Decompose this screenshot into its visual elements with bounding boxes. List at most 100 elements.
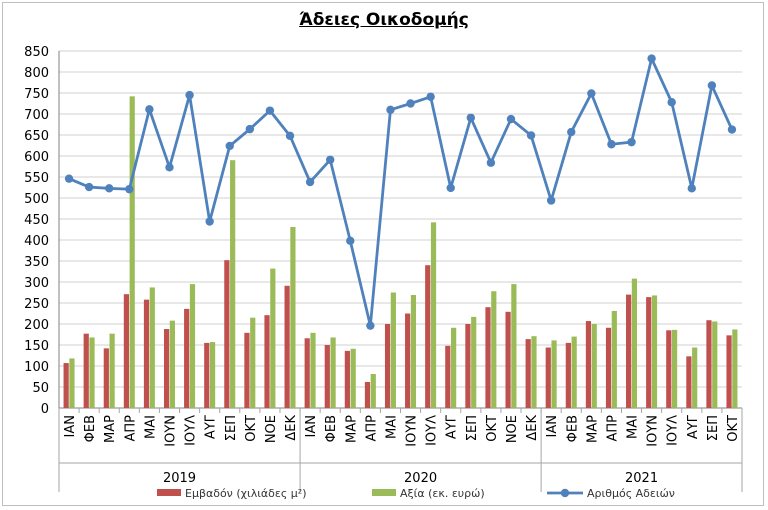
bar-area [545, 347, 551, 408]
bar-value [451, 327, 457, 408]
count-point [426, 92, 435, 101]
bar-value [571, 336, 577, 408]
x-tick-label: ΣΕΠ [465, 415, 480, 441]
bar-value [631, 278, 638, 408]
y-tick-label: 500 [24, 192, 49, 207]
bar-area [706, 320, 712, 408]
bar-area [163, 329, 170, 408]
count-point [346, 236, 355, 246]
x-tick-label: ΙΟΥΛ [184, 415, 199, 446]
x-tick-label: ΟΚΤ [244, 415, 259, 442]
y-tick-label: 650 [24, 129, 49, 144]
year-label: 2019 [163, 471, 196, 486]
x-tick-label: ΝΟΕ [505, 415, 520, 443]
count-series-line [68, 57, 734, 328]
y-tick-label: 850 [24, 45, 49, 60]
bar-value [350, 348, 356, 408]
bar-area [364, 381, 371, 408]
bars [63, 96, 738, 409]
bar-area [304, 338, 310, 408]
count-point [125, 184, 134, 194]
bar-value [149, 287, 155, 408]
y-tick-label: 550 [24, 171, 49, 186]
bar-value [370, 373, 376, 408]
chart-title: Άδειες Οικοδομής [299, 10, 469, 30]
count-point [185, 90, 194, 100]
bar-value [230, 160, 236, 408]
y-axis-ticks: 0 50 100 150 200 250 300 350 400 450 500 550 600 650 7… [24, 45, 49, 417]
legend-label: Αξία (εκ. ευρώ) [400, 487, 485, 500]
bar-area [425, 265, 431, 408]
bar-area [123, 294, 130, 408]
x-tick-label: ΜΑΙ [626, 415, 641, 439]
bar-value [390, 292, 396, 408]
y-tick-label: 450 [24, 213, 49, 228]
bar-value [471, 316, 477, 408]
x-tick-label: ΑΥΓ [204, 414, 219, 439]
count-point [627, 137, 636, 147]
legend-marker [560, 488, 570, 498]
count-point [64, 174, 74, 183]
count-point [225, 141, 234, 151]
legend-swatch [157, 489, 181, 496]
x-tick-label: ΜΑΡ [585, 415, 600, 443]
bar-value [69, 358, 75, 408]
x-tick-label: ΣΕΠ [224, 415, 239, 441]
legend-swatch [372, 489, 396, 496]
x-tick-label: ΑΠΡ [605, 415, 620, 442]
bar-area [585, 321, 592, 408]
count-point [607, 140, 616, 149]
count-point [325, 155, 335, 164]
x-tick-label: ΔΕΚ [284, 415, 299, 441]
bar-value [591, 324, 597, 408]
bar-value [651, 295, 658, 408]
x-tick-label: ΙΑΝ [63, 415, 78, 437]
x-tick-label: ΙΟΥΛ [425, 415, 440, 446]
bar-value [290, 226, 296, 408]
x-tick-label: ΙΑΝ [545, 415, 560, 437]
bar-value [310, 332, 316, 408]
legend-label: Αριθμός Αδειών [587, 487, 675, 500]
count-line [64, 54, 737, 330]
x-tick-label: ΑΥΓ [445, 414, 460, 439]
count-point [667, 98, 676, 107]
bar-value [109, 333, 115, 408]
year-label: 2020 [404, 471, 437, 486]
bar-value [270, 268, 276, 408]
x-tick-label: ΝΟΕ [264, 415, 279, 443]
bar-area [384, 324, 391, 408]
bar-area [83, 333, 89, 408]
bar-value [712, 321, 718, 408]
bar-area [465, 324, 471, 408]
count-point [526, 131, 536, 140]
count-point [105, 184, 114, 193]
count-point [366, 321, 375, 330]
x-tick-label: ΟΚΤ [726, 415, 741, 442]
y-tick-label: 200 [24, 318, 49, 333]
y-tick-label: 800 [24, 66, 49, 81]
bar-value [531, 336, 537, 408]
y-tick-label: 350 [24, 255, 49, 270]
bar-area [103, 348, 109, 408]
x-tick-label: ΔΕΚ [525, 415, 540, 441]
x-tick-label: ΜΑΙ [384, 415, 399, 439]
bar-value [330, 337, 336, 408]
bar-area [63, 363, 69, 408]
bar-area [505, 311, 511, 408]
x-tick-label: ΙΟΥΝ [646, 415, 661, 447]
bar-value [692, 347, 698, 408]
count-point [546, 196, 556, 205]
count-point [506, 114, 516, 124]
count-point [687, 184, 696, 193]
bar-area [405, 313, 411, 408]
count-point [245, 124, 255, 134]
count-point [446, 183, 455, 193]
x-tick-label: ΜΑΡ [103, 415, 118, 443]
count-point [165, 163, 174, 172]
bar-area [605, 327, 612, 408]
bar-area [565, 342, 571, 408]
count-point [647, 54, 656, 63]
bar-value [551, 340, 557, 408]
